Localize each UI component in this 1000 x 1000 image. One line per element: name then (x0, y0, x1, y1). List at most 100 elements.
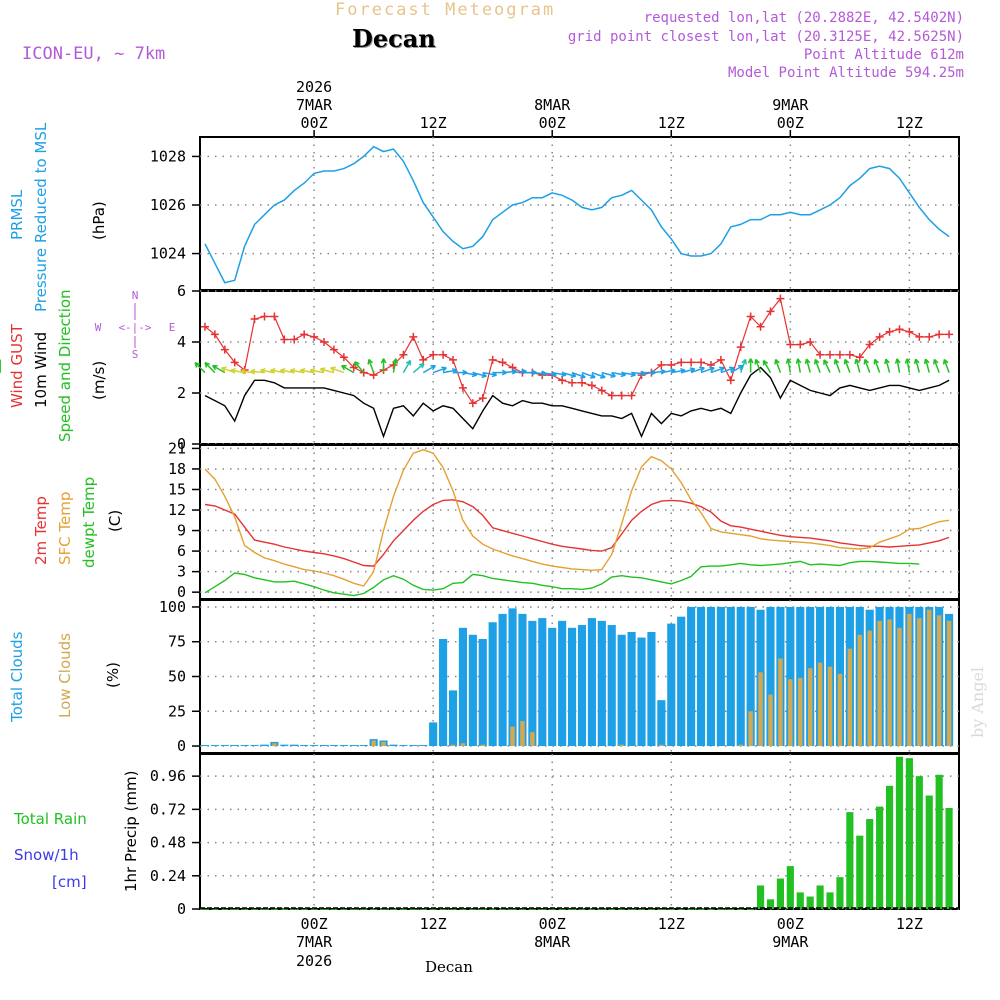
bottom-time-label: 00Z (777, 915, 804, 933)
gust-marker (200, 322, 209, 331)
wind-dir-arrow (943, 359, 950, 373)
rain-bar (766, 899, 775, 909)
wind-dir-arrow (354, 361, 365, 374)
rain-bar (518, 909, 527, 910)
gust-marker (458, 383, 467, 392)
total-cloud-bar (786, 606, 795, 747)
precip-unit-label: [cm] (52, 873, 87, 891)
wind-dir-arrowhead (418, 362, 425, 369)
temp-line-2m-temp (204, 499, 950, 567)
wind-dir-arrowhead (884, 358, 890, 365)
total-cloud-bar (230, 745, 239, 747)
total-cloud-bar (637, 637, 646, 747)
gust-marker (250, 315, 259, 324)
gust-marker (875, 332, 884, 341)
total-cloud-bar (518, 613, 527, 747)
wind-dir-arrowhead (754, 358, 760, 365)
gust-marker (756, 322, 765, 331)
rain-bar (439, 909, 447, 910)
rain-bar (657, 909, 665, 910)
total-cloud-bar (210, 745, 219, 747)
low-cloud-bar (520, 721, 525, 747)
gust-marker (607, 391, 616, 400)
wind-dir-arrowhead (813, 358, 820, 365)
rain-bar (499, 909, 507, 910)
compass-w: W (95, 321, 102, 334)
wind-dir-arrow (581, 371, 596, 379)
bottom-time-label: 12Z (896, 915, 923, 933)
rain-bar (727, 909, 735, 910)
top-time-label: 12Z (420, 114, 447, 132)
point-altitude: Point Altitude 612m (803, 47, 964, 63)
gust-marker (786, 340, 795, 349)
wind-dir-arrow (194, 362, 206, 374)
wind-dir-arrowhead (270, 367, 276, 374)
total-cloud-bar (617, 634, 626, 747)
ytick-label: 1028 (150, 147, 186, 165)
wind-dir-arrowhead (204, 361, 210, 368)
model-name: ICON-EU, ~ 7km (22, 44, 166, 64)
total-cloud-bar (746, 606, 755, 747)
wind-dir-arrow (805, 358, 811, 373)
wind-dir-arrow (462, 371, 477, 376)
ytick-label: 0 (177, 435, 186, 453)
rain-bar (687, 909, 695, 910)
low-cloud-bar (807, 668, 813, 747)
rain-bar (419, 909, 427, 910)
wind-dir-arrow (700, 367, 715, 374)
wind-dir-arrow (442, 369, 457, 374)
wind-dir-arrow (310, 369, 325, 374)
wind-dir-arrow (710, 367, 725, 374)
ytick-label: 6 (177, 542, 186, 560)
low-cloud-bar (887, 619, 892, 747)
rain-bar (231, 909, 239, 910)
rain-bar (756, 885, 765, 909)
wind-dir-arrowhead (194, 361, 201, 368)
precip-rain-label: Total Rain (14, 810, 87, 828)
rain-bar (399, 909, 407, 910)
rain-bar (280, 909, 288, 910)
gust-marker (697, 358, 706, 367)
low-cloud-bar (907, 613, 912, 747)
wind-dir-arrowhead (728, 366, 735, 372)
gust-marker (329, 345, 338, 354)
wind-dir-arrow (591, 371, 606, 379)
wind-dir-arrowhead (823, 359, 829, 365)
wind-dir-arrow (621, 371, 636, 376)
total-cloud-bar (498, 613, 507, 747)
gust-marker (726, 376, 735, 385)
rain-bar (945, 807, 953, 909)
low-cloud-bar (450, 744, 456, 747)
wind-dir-arrowhead (289, 367, 296, 374)
rain-bar (637, 909, 646, 910)
gust-marker (320, 338, 329, 346)
total-cloud-bar (260, 744, 269, 747)
total-cloud-bar (359, 745, 368, 747)
total-cloud-bar (439, 638, 448, 747)
rain-bar (826, 892, 834, 909)
wind-dir-arrow (212, 364, 226, 374)
low-cloud-bar (510, 726, 515, 747)
rain-bar (409, 909, 417, 910)
wind-dir-arrow (512, 370, 527, 374)
ytick-label: 18 (168, 460, 186, 478)
wind-dir-arrow (834, 359, 841, 373)
low-cloud-bar (867, 630, 872, 747)
wind-dir-arrow (204, 362, 216, 374)
wind-dir-arrowhead (843, 358, 850, 365)
bottom-time-label: 00Z (301, 915, 328, 933)
gust-marker (220, 345, 229, 354)
gust-marker (230, 358, 239, 367)
rain-bar (925, 795, 933, 909)
gust-marker (488, 355, 497, 364)
wind-dir-arrow (787, 358, 792, 373)
total-cloud-bar (508, 608, 517, 747)
rain-bar (915, 776, 923, 909)
gust-marker (310, 332, 319, 341)
gust-marker (865, 340, 874, 349)
wind-dir-arrow (432, 367, 447, 374)
gust-marker (587, 381, 596, 390)
gust-marker (290, 335, 299, 344)
ytick-label: 0.48 (150, 834, 186, 852)
wind-dir-arrow (864, 359, 871, 373)
